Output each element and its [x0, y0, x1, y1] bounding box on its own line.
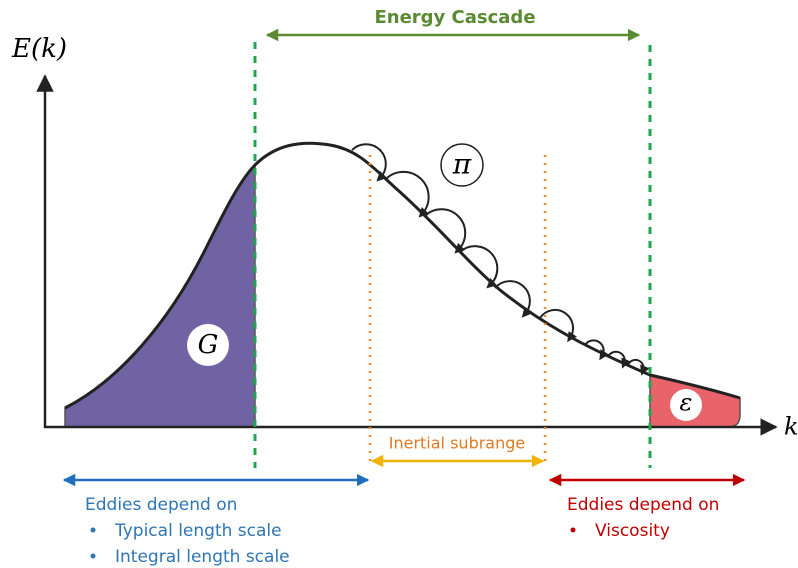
left-bullet: Typical length scale — [114, 521, 282, 541]
pi-symbol: π — [452, 148, 472, 181]
production-region — [64, 163, 256, 428]
right-heading: Eddies depend on — [567, 495, 719, 515]
bullet — [570, 527, 576, 533]
g-circle — [187, 324, 229, 366]
epsilon-symbol: ε — [680, 389, 693, 417]
g-symbol: G — [198, 330, 219, 360]
epsilon-circle — [670, 389, 702, 421]
pi-circle — [440, 143, 484, 187]
x-axis-label: k — [784, 413, 798, 441]
left-heading: Eddies depend on — [85, 495, 237, 515]
cascade-loops — [351, 143, 650, 376]
left-bullet: Integral length scale — [115, 547, 290, 567]
bullet — [90, 553, 96, 559]
y-axis-label: E(k) — [11, 34, 67, 64]
cascade-label: Energy Cascade — [374, 7, 535, 28]
right-bullet: Viscosity — [595, 521, 670, 541]
bullet — [90, 527, 96, 533]
inertial-label: Inertial subrange — [389, 434, 526, 453]
